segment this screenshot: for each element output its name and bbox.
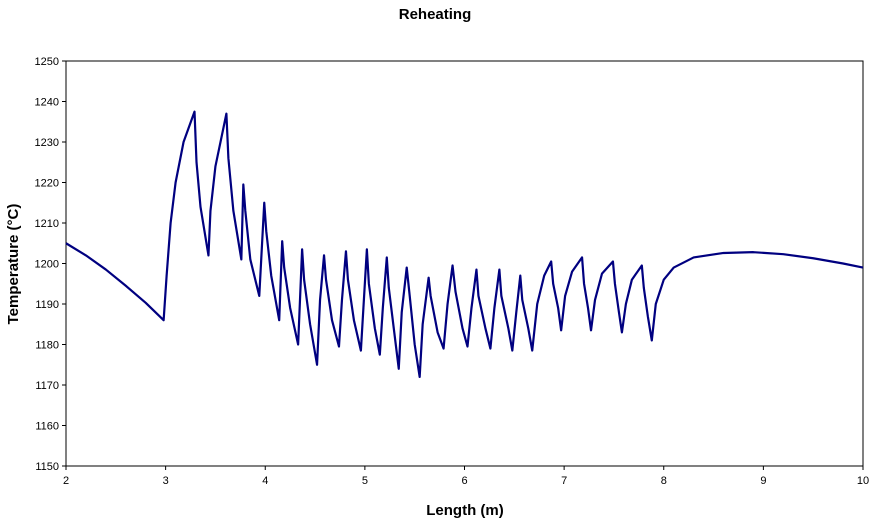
y-tick-label: 1200 — [35, 259, 59, 271]
temperature-line — [65, 110, 864, 378]
x-tick-label: 4 — [262, 475, 268, 487]
x-tick-label: 2 — [63, 475, 69, 487]
plot-area — [65, 60, 864, 467]
y-tick-label: 1160 — [35, 421, 59, 433]
y-tick-label: 1220 — [35, 178, 59, 190]
x-tick-label: 3 — [163, 475, 169, 487]
y-tick-label: 1180 — [35, 340, 59, 352]
x-tick-label: 10 — [857, 475, 869, 487]
chart-title: Reheating — [399, 6, 472, 23]
y-axis-ticks: 1150 1160 1170 1180 1190 1200 1210 1220 1230 1240… — [35, 56, 66, 473]
x-tick-label: 6 — [461, 475, 467, 487]
y-tick-label: 1150 — [35, 461, 59, 473]
x-tick-label: 7 — [561, 475, 567, 487]
y-tick-label: 1250 — [35, 56, 59, 68]
x-tick-label: 8 — [661, 475, 667, 487]
y-tick-label: 1240 — [35, 97, 59, 109]
x-axis-ticks: 2 3 4 5 6 7 8 9 10 — [63, 466, 869, 487]
x-tick-label: 9 — [760, 475, 766, 487]
x-axis-title: Length (m) — [426, 502, 503, 519]
y-tick-label: 1170 — [35, 380, 59, 392]
y-tick-label: 1210 — [35, 218, 59, 230]
y-axis-title: Temperature (°C) — [5, 204, 22, 325]
y-tick-label: 1190 — [35, 299, 59, 311]
x-tick-label: 5 — [362, 475, 368, 487]
y-tick-label: 1230 — [35, 137, 59, 149]
